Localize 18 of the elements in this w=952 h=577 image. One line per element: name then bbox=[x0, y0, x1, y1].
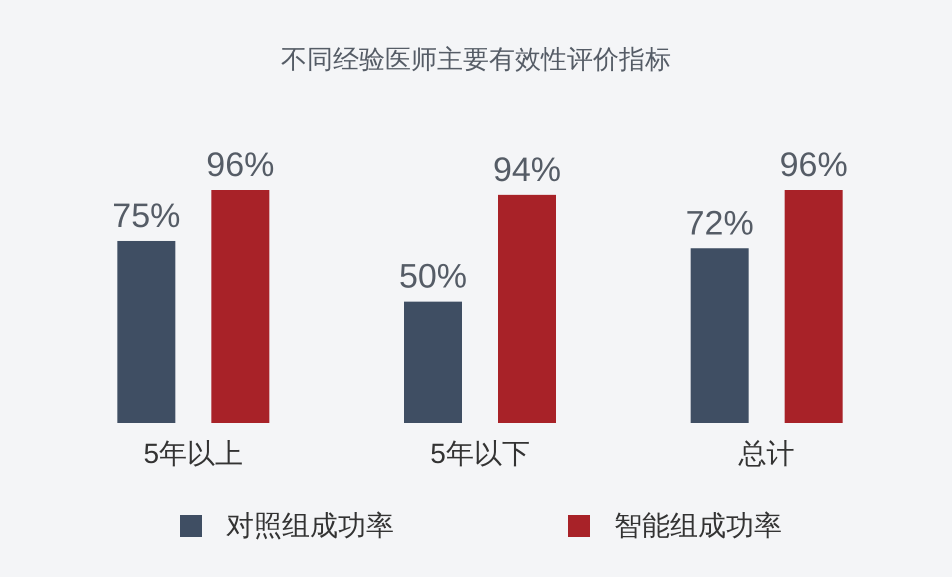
legend-label: 对照组成功率 bbox=[226, 510, 394, 541]
bar bbox=[117, 240, 176, 423]
bar bbox=[784, 190, 843, 423]
bar bbox=[498, 194, 556, 423]
x-tick-label: 5年以下 bbox=[430, 438, 530, 469]
bar bbox=[211, 190, 270, 423]
x-tick-label: 总计 bbox=[738, 438, 795, 469]
data-label: 50% bbox=[398, 258, 468, 296]
x-tick-label: 5年以上 bbox=[144, 438, 244, 469]
bar bbox=[690, 248, 749, 423]
data-label: 72% bbox=[686, 204, 754, 242]
legend-label: 智能组成功率 bbox=[614, 510, 782, 541]
data-label: 75% bbox=[112, 196, 180, 235]
data-label: 94% bbox=[492, 150, 562, 189]
chart-title: 不同经验医师主要有效性评价指标 bbox=[281, 44, 671, 74]
bar bbox=[404, 302, 462, 423]
data-label: 96% bbox=[780, 146, 848, 184]
data-label: 96% bbox=[206, 146, 274, 184]
